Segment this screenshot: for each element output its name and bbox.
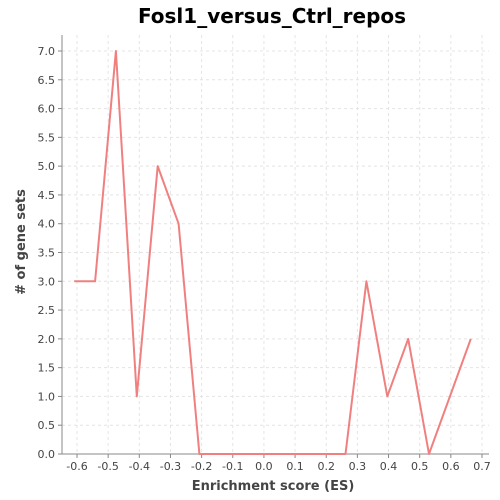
y-tick-label: 0.0 [38,448,56,461]
x-tick-label: -0.6 [66,460,87,473]
y-tick-label: 3.5 [38,247,56,260]
x-tick-label: 0.5 [411,460,429,473]
x-tick-label: 0.7 [473,460,491,473]
x-tick-label: 0.4 [380,460,398,473]
y-tick-label: 6.5 [38,74,56,87]
x-tick-label: -0.5 [97,460,118,473]
y-tick-label: 7.0 [38,45,56,58]
grid [62,35,489,455]
axes [61,35,489,455]
y-axis-ticks: 0.0 0.5 1.0 1.5 2.0 2.5 3.0 3.5 4.0 4.5 5.0 5.5 6.0 6… [38,45,62,461]
series-group [74,50,472,455]
x-tick-label: 0.2 [317,460,335,473]
y-tick-label: 3.0 [38,275,56,288]
x-tick-label: 0.3 [349,460,367,473]
x-tick-label: 0.0 [255,460,273,473]
x-tick-label: -0.1 [222,460,243,473]
y-tick-label: 0.5 [38,419,56,432]
x-tick-label: 0.6 [442,460,460,473]
y-tick-label: 2.0 [38,333,56,346]
y-tick-label: 6.0 [38,103,56,116]
y-tick-label: 5.0 [38,160,56,173]
y-axis-label: # of gene sets [14,189,29,295]
x-tick-label: 0.1 [286,460,304,473]
x-axis-ticks: -0.6 -0.5 -0.4 -0.3 -0.2 -0.1 0.0 0.1 0.2 0.3 0.4 0… [66,454,491,473]
y-tick-label: 1.5 [38,362,56,375]
y-tick-label: 5.5 [38,131,56,144]
y-tick-label: 1.0 [38,390,56,403]
y-tick-label: 2.5 [38,304,56,317]
x-axis-label: Enrichment score (ES) [192,479,355,494]
chart-title: Fosl1_versus_Ctrl_repos [138,4,406,28]
y-tick-label: 4.5 [38,189,56,202]
series-line [74,50,472,455]
x-tick-label: -0.2 [191,460,212,473]
x-tick-label: -0.4 [129,460,150,473]
x-tick-label: -0.3 [160,460,181,473]
y-tick-label: 4.0 [38,218,56,231]
